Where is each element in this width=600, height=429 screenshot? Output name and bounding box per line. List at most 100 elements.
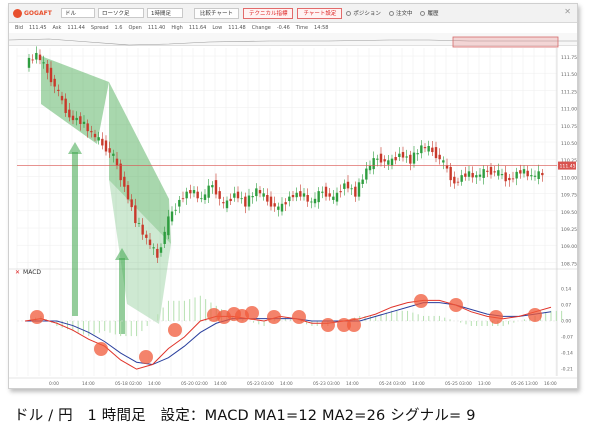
price-tick-label: 110.25 bbox=[561, 158, 577, 164]
macd-tick-label: -0.07 bbox=[561, 335, 573, 341]
candle-body bbox=[181, 198, 185, 200]
candle-body bbox=[409, 154, 412, 164]
candle-body bbox=[104, 140, 108, 152]
price-tick-label: 109.75 bbox=[561, 193, 577, 199]
candle-body bbox=[273, 203, 276, 207]
time-tick-label: 0:00 bbox=[49, 381, 59, 387]
candle-body bbox=[126, 185, 130, 200]
candle-body bbox=[295, 192, 298, 198]
candle-body bbox=[119, 163, 122, 181]
candle-body bbox=[434, 147, 438, 159]
quote-info-item: Spread bbox=[90, 25, 109, 31]
candle-body bbox=[361, 179, 364, 184]
close-icon[interactable]: ✕ bbox=[564, 7, 571, 16]
crossover-marker bbox=[449, 298, 463, 312]
candle-body bbox=[258, 190, 262, 194]
quote-info-item: Change bbox=[251, 25, 271, 31]
order-link[interactable]: 注文中 bbox=[388, 9, 412, 17]
time-tick-label: 16:00 bbox=[544, 381, 557, 387]
candle-body bbox=[317, 191, 320, 203]
quote-info-item: 111.45 bbox=[29, 25, 47, 31]
candle-body bbox=[438, 154, 441, 160]
candle-body bbox=[130, 199, 133, 208]
technical-indicator-button[interactable]: テクニカル指標 bbox=[242, 7, 294, 19]
up-arrow-head bbox=[68, 142, 82, 154]
crossover-marker bbox=[528, 308, 542, 322]
candle-body bbox=[442, 160, 445, 163]
price-tick-label: 111.75 bbox=[561, 55, 577, 61]
quote-info-item: 111.40 bbox=[147, 25, 166, 31]
candle-body bbox=[280, 203, 284, 212]
candle-body bbox=[101, 138, 104, 146]
timeframe-select[interactable]: 1時間足 bbox=[147, 8, 183, 18]
indicator-label: ✕ MACD bbox=[15, 269, 42, 276]
candle-body bbox=[354, 186, 357, 197]
time-tick-label: 14:00 bbox=[280, 381, 293, 387]
time-tick-label: 14:00 bbox=[412, 381, 425, 387]
candle-body bbox=[379, 153, 383, 163]
candle-body bbox=[60, 95, 64, 101]
candle-body bbox=[357, 182, 361, 197]
quote-info-item: Bid bbox=[15, 25, 23, 31]
candle-body bbox=[486, 170, 489, 172]
crossover-marker bbox=[321, 318, 335, 332]
candle-body bbox=[31, 59, 34, 61]
price-chart[interactable]: 111.75 111.50 111.25 111.00 110.75 110.50 110.… bbox=[9, 4, 577, 388]
candle-body bbox=[79, 116, 82, 124]
candle-body bbox=[423, 147, 427, 149]
position-link[interactable]: ポジション bbox=[346, 9, 381, 17]
candle-body bbox=[372, 158, 375, 170]
price-tick-label: 111.00 bbox=[561, 107, 577, 113]
candle-body bbox=[376, 158, 379, 160]
candle-body bbox=[196, 191, 199, 199]
chart-settings-button[interactable]: チャート設定 bbox=[297, 7, 343, 19]
candle-body bbox=[163, 231, 166, 244]
price-tick-label: 111.25 bbox=[561, 89, 577, 95]
history-link[interactable]: 履歴 bbox=[420, 9, 438, 17]
remove-indicator-icon[interactable]: ✕ bbox=[15, 269, 21, 276]
price-tick-label: 109.25 bbox=[561, 227, 577, 233]
history-icon bbox=[420, 10, 426, 16]
navigator-window[interactable] bbox=[452, 36, 559, 48]
candle-body bbox=[93, 133, 97, 138]
candle-body bbox=[156, 248, 159, 258]
range-navigator[interactable] bbox=[9, 33, 577, 48]
candle-body bbox=[530, 175, 533, 177]
candle-body bbox=[368, 165, 372, 171]
candle-body bbox=[203, 194, 207, 200]
candle-body bbox=[233, 193, 236, 198]
candle-body bbox=[460, 175, 463, 182]
candle-body bbox=[159, 247, 163, 253]
time-tick-label: 05-23 03:00 bbox=[313, 381, 340, 387]
compare-chart-button[interactable]: 比較チャート bbox=[194, 7, 239, 19]
candle-body bbox=[453, 176, 456, 184]
candle-body bbox=[335, 192, 339, 202]
candle-body bbox=[541, 172, 544, 176]
candle-body bbox=[174, 209, 177, 211]
quote-info-item: 111.64 bbox=[188, 25, 207, 31]
candle-body bbox=[291, 194, 295, 198]
candle-body bbox=[519, 170, 522, 174]
price-tick-label: 111.50 bbox=[561, 72, 577, 78]
candle-body bbox=[200, 198, 203, 200]
quote-info-bar: Bid 111.45 Ask 111.44 Spread 1.6 Open 111.40 Hig… bbox=[9, 23, 577, 33]
position-icon bbox=[346, 10, 352, 16]
candle-body bbox=[306, 194, 309, 202]
macd-tick-label: -0.14 bbox=[561, 351, 573, 357]
quote-info-item: 111.48 bbox=[228, 25, 246, 31]
candle-body bbox=[178, 199, 181, 207]
candle-body bbox=[537, 171, 540, 180]
candle-body bbox=[170, 211, 174, 222]
candle-body bbox=[46, 63, 49, 73]
time-tick-label: 05-18 02:00 bbox=[115, 381, 142, 387]
current-price-tag bbox=[558, 161, 576, 170]
candle-body bbox=[313, 198, 317, 204]
chart-window: GOGAFT ドル ローソク足 1時間足 比較チャート テクニカル指標 チャート… bbox=[8, 3, 578, 389]
chart-type-select[interactable]: ローソク足 bbox=[98, 8, 144, 18]
current-price-label: 111.45 bbox=[560, 163, 576, 169]
candle-body bbox=[53, 78, 56, 87]
candle-body bbox=[449, 166, 452, 181]
symbol-select[interactable]: ドル bbox=[61, 8, 95, 18]
time-tick-label: 13:00 bbox=[478, 381, 491, 387]
candle-body bbox=[478, 174, 482, 177]
